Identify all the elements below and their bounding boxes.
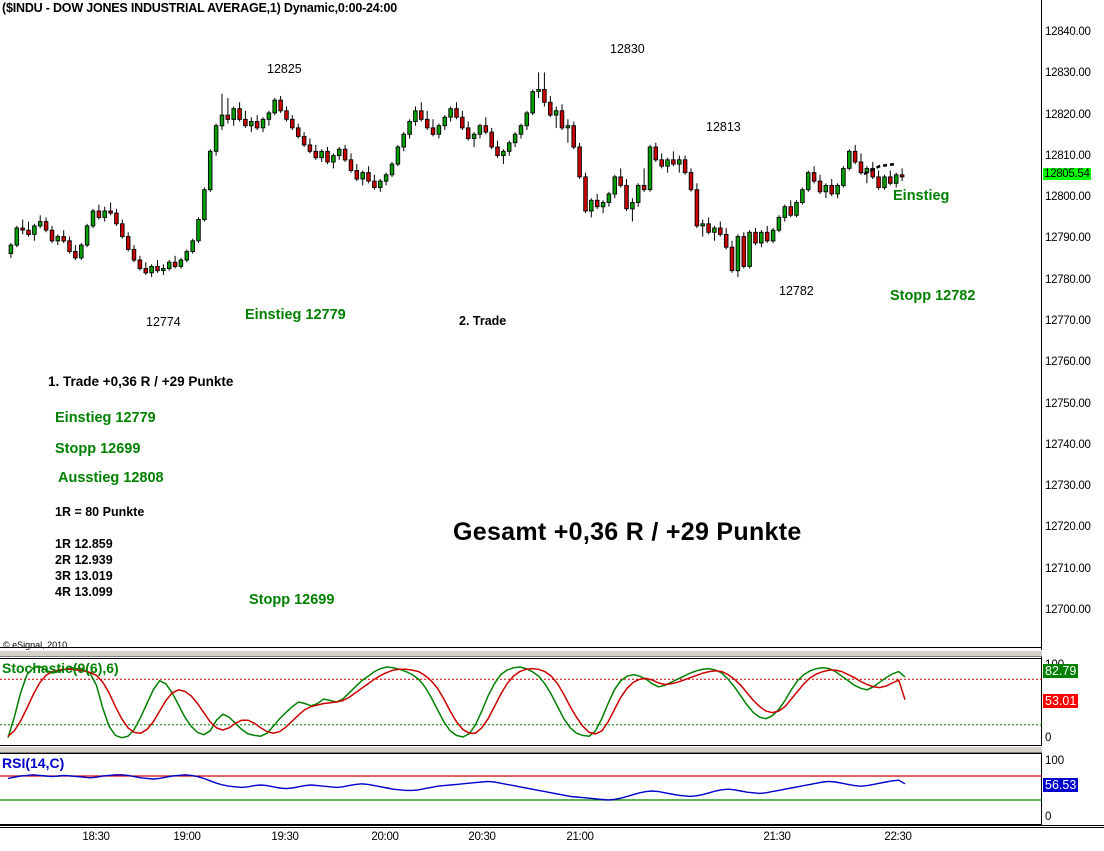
peak-label-12830: 12830	[610, 42, 645, 56]
price-scale-divider	[1041, 0, 1042, 825]
rsi-scale-bottom: 0	[1045, 811, 1052, 823]
r-level-2: 2R 12.939	[55, 553, 113, 567]
stop-annotation-bottom: Stopp 12699	[249, 592, 335, 608]
rsi-label: RSI(14,C)	[2, 755, 65, 771]
time-axis-line-2	[0, 827, 1104, 828]
rsi-scale-top: 100	[1045, 755, 1065, 767]
time-tick: 21:00	[566, 831, 594, 843]
stoch-k-value: 82.79	[1043, 664, 1079, 678]
trade-summary-entry: Einstieg 12779	[55, 410, 156, 426]
total-result-label: Gesamt +0,36 R / +29 Punkte	[453, 518, 802, 546]
time-tick: 18:30	[82, 831, 110, 843]
low-label-12774: 12774	[146, 315, 181, 329]
r-level-1: 1R 12.859	[55, 537, 113, 551]
peak-label-12825: 12825	[267, 62, 302, 76]
trade-summary-header: 1. Trade +0,36 R / +29 Punkte	[48, 374, 234, 389]
stochastic-panel[interactable]	[0, 658, 1042, 746]
r-level-3: 3R 13.019	[55, 569, 113, 583]
trade-summary-stop: Stopp 12699	[55, 441, 141, 457]
time-tick: 19:30	[271, 831, 299, 843]
esignal-copyright: © eSignal, 2010	[3, 640, 68, 650]
entry-annotation-trade1: Einstieg 12779	[245, 307, 346, 323]
stochastic-label: Stochastic(9(6),6)	[2, 660, 119, 676]
chart-title: ($INDU - DOW JONES INDUSTRIAL AVERAGE,1)…	[2, 1, 397, 15]
rsi-value: 56.53	[1043, 778, 1079, 792]
stoch-d-value: 53.01	[1043, 694, 1079, 708]
price-chart-panel[interactable]	[0, 17, 1042, 648]
time-tick: 22:30	[884, 831, 912, 843]
trade2-annotation: 2. Trade	[459, 314, 507, 328]
r-level-4: 4R 13.099	[55, 585, 113, 599]
time-axis-line	[0, 825, 1104, 826]
stop-annotation-trade2: Stopp 12782	[890, 288, 976, 304]
last-price-badge: 12805.54	[1043, 168, 1091, 181]
risk-unit-label: 1R = 80 Punkte	[55, 505, 145, 519]
panel-splitter-lower[interactable]	[0, 746, 1042, 753]
stoch-scale-bottom: 0	[1045, 732, 1052, 744]
low-label-12782: 12782	[779, 284, 814, 298]
time-tick: 21:30	[763, 831, 791, 843]
peak-label-12813: 12813	[706, 120, 741, 134]
entry-annotation-trade2: Einstieg	[893, 188, 950, 204]
panel-splitter-upper[interactable]	[0, 650, 1042, 657]
time-tick: 20:00	[371, 831, 399, 843]
time-tick: 19:00	[173, 831, 201, 843]
rsi-panel[interactable]	[0, 753, 1042, 825]
trade-summary-exit: Ausstieg 12808	[58, 470, 164, 486]
time-tick: 20:30	[468, 831, 496, 843]
